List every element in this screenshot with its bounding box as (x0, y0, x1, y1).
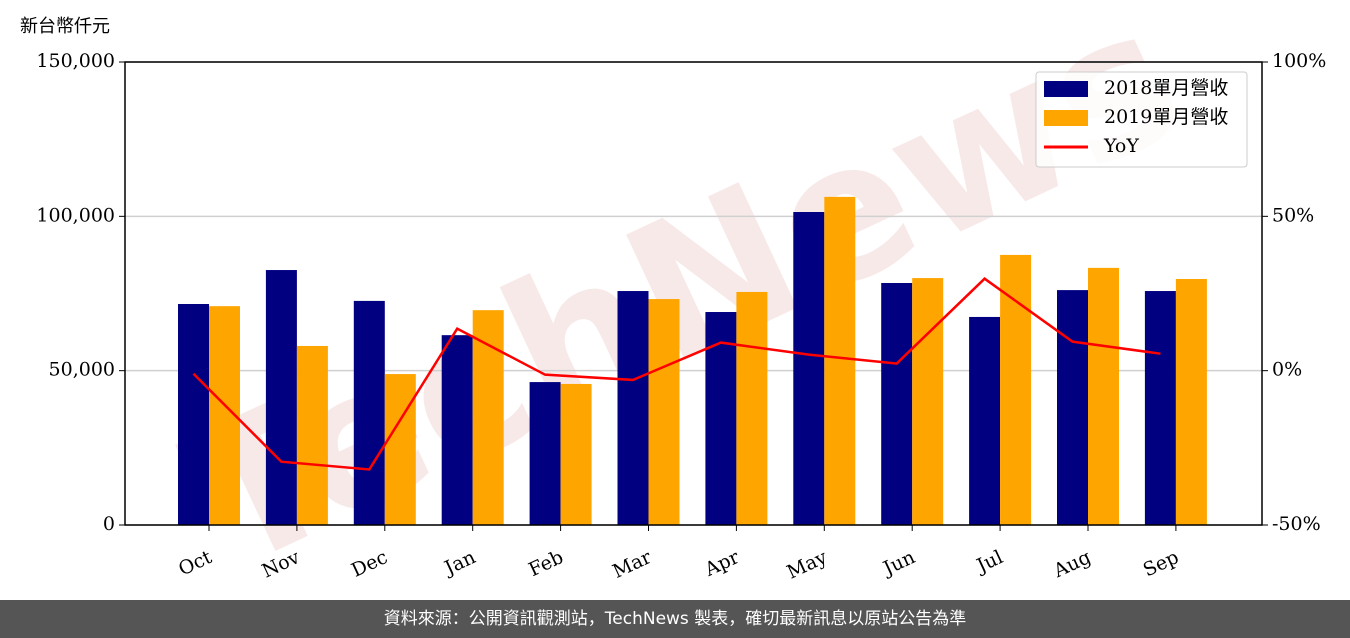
bar (441, 335, 473, 525)
y-tick-label: 50,000 (49, 359, 115, 381)
y-tick-label: 100,000 (36, 204, 115, 226)
legend-label: 2019單月營收 (1104, 106, 1228, 128)
bar (1144, 291, 1176, 525)
y2-tick-label: -50% (1272, 513, 1321, 535)
bar (648, 299, 680, 525)
bar (881, 283, 913, 525)
bar (353, 300, 385, 525)
legend-box (1035, 71, 1248, 168)
bar (384, 374, 416, 525)
legend-label: YoY (1103, 135, 1139, 157)
bar (736, 291, 768, 525)
x-tick-label: Mar (609, 546, 655, 583)
bar (1000, 254, 1032, 525)
bar (824, 196, 856, 525)
bar (296, 345, 328, 525)
bar (1057, 290, 1088, 525)
x-tick-label: Apr (701, 546, 744, 582)
bar (912, 278, 944, 525)
x-tick-label: May (784, 546, 831, 584)
x-tick-label: Sep (1140, 546, 1182, 581)
x-tick-label: Aug (1049, 546, 1094, 582)
bar (529, 382, 561, 525)
legend-swatch (1044, 81, 1088, 97)
bar (1088, 267, 1119, 525)
x-tick-label: Jun (878, 546, 918, 580)
y-axis-label: 新台幣仟元 (20, 16, 110, 37)
bar (265, 270, 297, 525)
x-tick-label: Feb (525, 546, 567, 581)
plot-frame (124, 61, 1263, 526)
bar (969, 316, 1001, 525)
bar (178, 303, 209, 525)
x-tick-label: Oct (175, 546, 215, 580)
y-tick-label: 150,000 (36, 50, 115, 72)
y2-tick-label: 0% (1272, 359, 1302, 381)
bar (560, 383, 592, 525)
yoy-line (192, 277, 1161, 471)
y-tick-label: 0 (103, 513, 115, 535)
bar (617, 291, 649, 525)
legend: 2018單月營收 2019單月營收 YoY (1035, 71, 1248, 168)
bar (472, 310, 504, 525)
legend-label: 2018單月營收 (1104, 77, 1228, 99)
footer: 資料來源：公開資訊觀測站，TechNews 製表，確切最新訊息以原站公告為準 (0, 600, 1350, 638)
legend-swatch (1044, 110, 1088, 126)
bar (793, 212, 825, 525)
x-tick-label: Jan (440, 546, 479, 580)
x-tick-label: Jul (972, 546, 1007, 578)
y2-tick-label: 100% (1272, 50, 1326, 72)
chart: TechNews 新台幣仟元 050,000100,000150,000-50%… (20, 0, 1326, 600)
bar (1175, 278, 1207, 525)
y2-tick-label: 50% (1272, 204, 1314, 226)
